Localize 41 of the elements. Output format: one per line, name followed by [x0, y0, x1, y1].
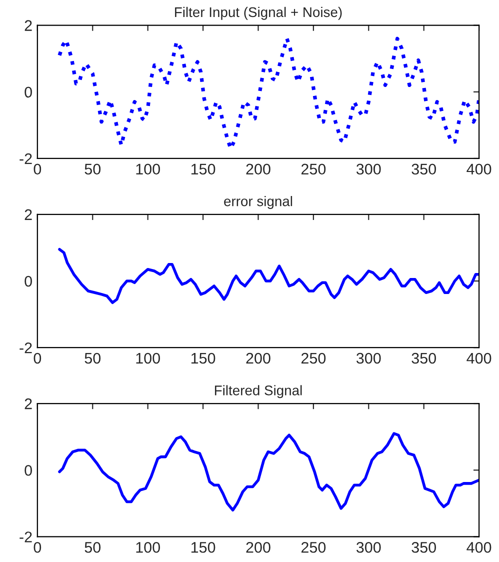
x-tick-label: 100: [136, 542, 160, 553]
x-tick-label: 0: [34, 542, 42, 553]
x-tick-label: 200: [246, 542, 270, 553]
x-tick-label: 400: [466, 542, 492, 553]
x-tick-label: 50: [84, 542, 101, 553]
x-tick-label: 300: [356, 352, 381, 364]
x-tick-label: 0: [34, 164, 42, 175]
x-tick-label: 250: [301, 164, 326, 175]
chart-title: Filtered Signal: [214, 385, 302, 398]
y-tick-label: -2: [20, 153, 32, 164]
y-tick-label: 2: [24, 209, 32, 220]
x-tick-label: 0: [34, 352, 42, 364]
chart-title: Filter Input (Signal + Noise): [175, 6, 342, 20]
x-tick-label: 50: [84, 164, 101, 175]
x-tick-label: 300: [356, 542, 381, 553]
x-tick-label: 150: [191, 352, 216, 364]
x-tick-label: 50: [84, 352, 101, 364]
x-tick-label: 250: [301, 352, 326, 364]
line-series: [58, 248, 480, 304]
x-tick-label: 400: [466, 164, 492, 175]
y-tick-label: -2: [20, 532, 32, 542]
y-tick-label: 2: [24, 398, 32, 410]
chart-title: error signal: [224, 196, 292, 209]
x-tick-label: 350: [412, 164, 436, 175]
x-tick-label: 200: [246, 164, 270, 175]
x-tick-label: 150: [191, 164, 216, 175]
line-series: [58, 432, 480, 512]
x-tick-label: 100: [136, 164, 160, 175]
x-tick-label: 250: [301, 542, 326, 553]
x-tick-label: 200: [246, 352, 270, 364]
y-tick-label: 0: [24, 276, 32, 287]
x-tick-label: 150: [191, 542, 216, 553]
y-tick-label: 0: [24, 86, 32, 98]
y-tick-label: 0: [24, 464, 32, 476]
x-tick-label: 400: [466, 352, 492, 364]
x-tick-label: 350: [412, 542, 436, 553]
y-tick-label: 2: [24, 20, 32, 31]
x-tick-label: 350: [412, 352, 436, 364]
x-tick-label: 100: [136, 352, 160, 364]
y-tick-label: -2: [20, 342, 32, 354]
x-tick-label: 300: [356, 164, 381, 175]
